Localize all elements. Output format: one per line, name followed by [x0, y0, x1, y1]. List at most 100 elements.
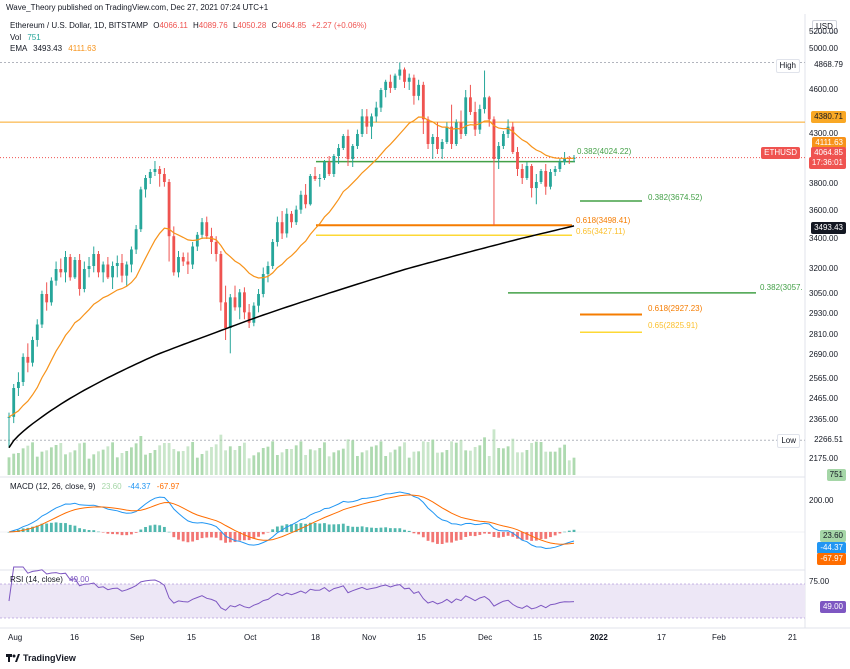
volume-bar	[144, 454, 147, 475]
macd-histogram-bar	[421, 532, 425, 538]
ema-slow-line	[8, 225, 575, 449]
macd-histogram-bar	[393, 528, 397, 532]
candle-body	[530, 166, 534, 189]
macd-histogram-bar	[134, 532, 138, 533]
macd-histogram-bar	[186, 532, 190, 543]
volume-bar	[365, 450, 369, 475]
volume-bar	[384, 456, 388, 475]
candle-body	[294, 209, 298, 223]
candle-body	[195, 234, 199, 247]
candle-body	[511, 126, 515, 152]
open-label: O	[153, 21, 160, 30]
price-axis-label: 4300.00	[809, 129, 838, 138]
currency-label[interactable]: USD	[812, 20, 837, 33]
candle-body	[17, 382, 20, 388]
macd-histogram-bar	[332, 524, 336, 532]
ema-slow-tag: 3493.43	[811, 222, 846, 234]
volume-bar	[417, 451, 421, 475]
low-tag-label: Low	[777, 434, 800, 448]
ema-fast-value: 4111.63	[68, 44, 97, 53]
candle-body	[153, 169, 157, 172]
candle-body	[233, 297, 237, 308]
volume-bar	[506, 446, 510, 475]
macd-histogram-bar	[454, 532, 458, 541]
macd-legend: MACD (12, 26, close, 9) 23.60 -44.37 -67…	[10, 482, 179, 491]
candle-body	[26, 356, 30, 363]
candle-body	[35, 324, 39, 340]
macd-histogram-bar	[511, 532, 515, 537]
macd-histogram-bar	[426, 532, 430, 541]
volume-bar	[341, 448, 345, 475]
candle-body	[492, 119, 496, 159]
candle-body	[525, 166, 529, 178]
macd-histogram-bar	[130, 532, 133, 535]
candle-body	[327, 162, 331, 174]
macd-histogram-bar	[31, 526, 34, 532]
candle-body	[337, 148, 340, 156]
price-axis-label: 5200.00	[809, 27, 838, 36]
volume-bar	[219, 434, 223, 475]
volume-bar	[12, 453, 16, 475]
volume-bar	[563, 444, 566, 475]
ema-label: EMA	[10, 44, 27, 53]
volume-bar	[454, 442, 458, 475]
candle-body	[101, 264, 105, 273]
change-value: +2.27 (+0.06%)	[311, 21, 367, 30]
candle-body	[134, 229, 138, 250]
volume-bar	[87, 458, 91, 475]
macd-histogram-bar	[162, 526, 166, 532]
macd-line-tag: -44.37	[817, 542, 846, 554]
volume-bar	[153, 450, 157, 475]
candle-body	[549, 172, 552, 187]
macd-histogram-bar	[351, 526, 355, 532]
volume-bar	[469, 450, 472, 475]
volume-bar	[40, 451, 44, 475]
candle-body	[417, 84, 421, 96]
volume-bar	[398, 446, 402, 475]
macd-signal-tag: -67.97	[817, 553, 846, 565]
volume-bar	[332, 452, 336, 475]
volume-bar	[534, 441, 538, 475]
volume-bar	[172, 449, 176, 475]
volume-bar	[356, 456, 359, 475]
macd-histogram-bar	[478, 532, 482, 535]
candle-body	[388, 81, 392, 88]
candle-body	[516, 152, 519, 169]
volume-bar	[478, 445, 482, 475]
candle-body	[440, 142, 444, 149]
macd-histogram-bar	[54, 522, 58, 532]
macd-histogram-bar	[153, 524, 157, 532]
rsi-title: RSI (14, close)	[10, 575, 63, 584]
candle-body	[370, 116, 373, 127]
close-value: 4064.85	[277, 21, 307, 30]
macd-histogram-bar	[323, 523, 326, 532]
fib-382-c-label: 0.382(3057.	[760, 283, 803, 292]
fib-618-a-label: 0.618(3498.41)	[576, 216, 631, 225]
symbol-name: Ethereum / U.S. Dollar, 1D, BITSTAMP	[10, 21, 148, 30]
macd-histogram-bar	[544, 532, 548, 539]
volume-bar	[294, 445, 298, 475]
macd-histogram-bar	[563, 531, 566, 533]
price-axis-label: 2810.00	[809, 330, 838, 339]
candle-body	[487, 97, 491, 120]
macd-histogram-bar	[144, 526, 147, 532]
macd-histogram-bar	[520, 532, 524, 541]
candle-body	[563, 158, 566, 162]
macd-histogram-bar	[346, 525, 350, 532]
macd-histogram-bar	[177, 532, 180, 540]
volume-bar	[445, 450, 449, 475]
rsi-band	[0, 584, 805, 618]
candle-body	[290, 213, 293, 223]
candle-body	[162, 174, 166, 182]
macd-histogram-bar	[78, 528, 82, 532]
macd-histogram-bar	[403, 529, 406, 532]
volume-bar	[450, 441, 453, 475]
candle-body	[181, 257, 185, 262]
macd-line	[8, 491, 575, 550]
macd-histogram-bar	[280, 525, 284, 532]
candle-body	[87, 266, 91, 269]
ema-legend: EMA 3493.43 4111.63	[10, 44, 96, 53]
time-axis-label: 15	[187, 633, 196, 642]
macd-histogram-bar	[558, 532, 562, 534]
